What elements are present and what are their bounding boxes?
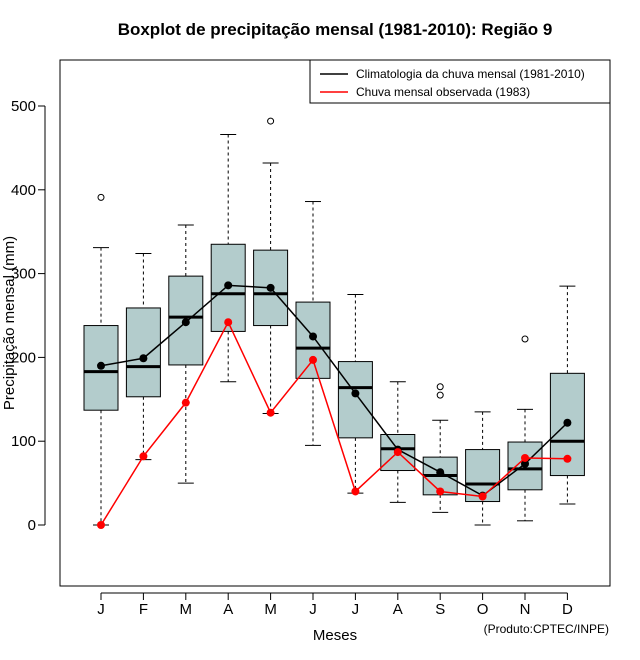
box-10 xyxy=(507,335,543,522)
climatology-point-3 xyxy=(224,281,233,290)
outlier-point xyxy=(436,383,444,391)
chart-title: Boxplot de precipitação mensal (1981-201… xyxy=(118,20,553,39)
outlier-point xyxy=(97,193,105,201)
x-tick-label-1: F xyxy=(139,601,148,618)
legend-label-observed: Chuva mensal observada (1983) xyxy=(356,85,530,99)
y-tick-label-400: 400 xyxy=(11,182,36,199)
x-tick-label-2: M xyxy=(180,601,193,618)
box-body xyxy=(125,307,161,398)
observed-point-11 xyxy=(563,454,572,463)
observed-point-8 xyxy=(436,487,445,496)
x-tick-label-9: O xyxy=(477,601,489,618)
credit-text: (Produto:CPTEC/INPE) xyxy=(484,622,609,636)
x-tick-label-11: D xyxy=(562,601,573,618)
box-4 xyxy=(253,117,289,415)
box-2 xyxy=(168,224,204,484)
box-1 xyxy=(125,252,161,461)
legend-box xyxy=(309,59,611,104)
outlier-point xyxy=(436,391,444,399)
boxes-layer xyxy=(83,117,585,526)
climatology-point-10 xyxy=(521,459,529,468)
observed-point-0 xyxy=(97,521,105,529)
observed-point-7 xyxy=(393,448,402,457)
observed-point-6 xyxy=(351,487,360,496)
x-tick-label-3: A xyxy=(223,601,233,618)
climatology-point-4 xyxy=(266,283,275,292)
x-tick-label-8: S xyxy=(435,601,445,618)
climatology-point-6 xyxy=(351,389,360,398)
y-tick-label-0: 0 xyxy=(28,517,36,534)
y-tick-label-100: 100 xyxy=(11,433,36,450)
x-axis-title: Meses xyxy=(313,627,357,644)
climatology-point-8 xyxy=(436,468,445,477)
climatology-point-5 xyxy=(309,332,317,341)
observed-point-1 xyxy=(139,452,148,461)
box-6 xyxy=(337,294,373,494)
y-axis-title: Precipitação mensal (mm) xyxy=(1,236,18,410)
y-tick-label-200: 200 xyxy=(11,349,36,366)
x-tick-label-10: N xyxy=(520,601,531,618)
legend: Climatologia da chuva mensal (1981-2010)… xyxy=(309,59,611,104)
observed-point-5 xyxy=(309,355,317,364)
box-7 xyxy=(380,381,416,503)
legend-label-climatology: Climatologia da chuva mensal (1981-2010) xyxy=(356,67,585,81)
box-11 xyxy=(549,285,585,505)
outlier-point xyxy=(521,335,529,343)
observed-point-9 xyxy=(478,492,487,501)
observed-point-10 xyxy=(521,453,529,462)
box-9 xyxy=(465,411,501,526)
x-tick-label-0: J xyxy=(97,601,105,618)
climatology-point-11 xyxy=(563,418,572,427)
y-axis: 0 100 200 300 400 500 xyxy=(11,98,46,534)
x-tick-label-6: J xyxy=(352,601,360,618)
x-tick-label-4: M xyxy=(264,601,277,618)
outlier-point xyxy=(267,117,275,125)
y-tick-label-300: 300 xyxy=(11,266,36,283)
series-lines-layer xyxy=(97,281,572,529)
box-body xyxy=(337,361,373,439)
x-tick-label-5: J xyxy=(309,601,317,618)
climatology-point-2 xyxy=(181,318,190,327)
x-tick-label-7: A xyxy=(393,601,403,618)
observed-point-3 xyxy=(224,318,233,327)
observed-point-4 xyxy=(266,408,275,417)
observed-line xyxy=(100,320,568,526)
box-0 xyxy=(83,193,119,526)
observed-point-2 xyxy=(181,398,190,407)
y-tick-label-500: 500 xyxy=(11,98,36,115)
climatology-point-1 xyxy=(139,354,148,363)
climatology-point-0 xyxy=(97,361,105,370)
